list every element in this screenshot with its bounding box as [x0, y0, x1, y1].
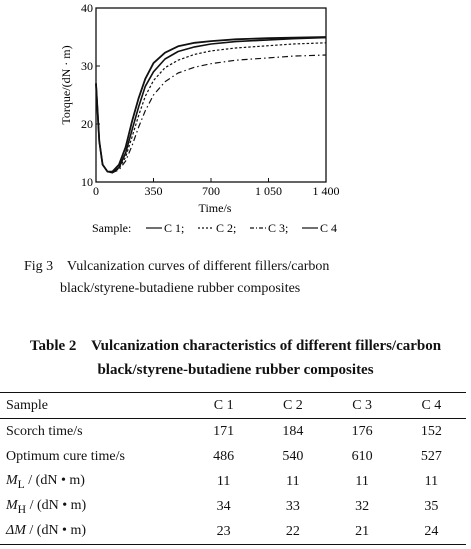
table-cell: 35: [424, 498, 439, 514]
y-tick-label: 20: [81, 117, 93, 131]
y-tick-label: 10: [81, 175, 93, 189]
column-header-sample: Sample: [0, 392, 190, 419]
legend-entry: C 1;: [164, 221, 184, 235]
row-label-unit: / (dN • m): [25, 522, 87, 538]
legend-entry: C 3;: [268, 221, 288, 235]
table-title-line2: black/styrene-butadiene rubber composite…: [97, 362, 374, 378]
row-label-unit: / (dN • m): [26, 497, 87, 513]
column-header-c2: C 2: [258, 392, 328, 419]
y-axis-label: Torque/(dN · m): [59, 45, 73, 124]
table-header-row: Sample C 1 C 2 C 3 C 4: [0, 392, 466, 419]
x-tick-label: 350: [145, 184, 163, 198]
table-cell: 22: [258, 519, 328, 545]
column-header-c3: C 3: [327, 392, 397, 419]
table-cell: 32: [355, 498, 370, 514]
table-cell: 540: [282, 448, 304, 464]
series-line-c4: [95, 36, 327, 173]
table-row: ML / (dN • m) 11 11 11 11: [0, 469, 466, 494]
row-label-unit: / (dN • m): [24, 472, 85, 488]
row-label: Optimum cure time/s: [6, 448, 125, 464]
table-cell: 610: [351, 448, 373, 464]
table-cell: 184: [282, 423, 304, 439]
table-row: MH / (dN • m) 34 33 32 35: [0, 494, 466, 519]
row-label: MH / (dN • m): [0, 494, 189, 519]
legend-label: Sample:: [92, 221, 131, 235]
table-cell: 34: [216, 498, 231, 514]
table-title-line1: Table 2 Vulcanization characteristics of…: [29, 338, 442, 354]
y-tick-label: 40: [81, 1, 93, 15]
table-cell: 24: [396, 519, 466, 545]
row-label-symbol: ΔM: [6, 522, 26, 538]
x-tick-label: 1 400: [313, 184, 340, 198]
x-tick-label: 700: [202, 184, 220, 198]
table-row: Optimum cure time/s 486 540 610 527: [0, 444, 466, 469]
figure-caption: Fig 3 Vulcanization curves of different …: [24, 256, 454, 300]
table-cell: 11: [355, 473, 369, 489]
series-line-c2: [95, 42, 327, 173]
table-cell: 11: [286, 473, 300, 489]
column-header-c1: C 1: [189, 392, 259, 419]
row-label: ΔM / (dN • m): [0, 519, 190, 545]
table-row: Scorch time/s 171 184 176 152: [0, 419, 466, 445]
x-tick-label: 1 050: [255, 184, 282, 198]
series-line-c1: [95, 36, 327, 174]
table-cell: 176: [351, 423, 373, 439]
table-row: ΔM / (dN • m) 23 22 21 24: [0, 519, 466, 545]
figure-caption-line1: Fig 3 Vulcanization curves of different …: [24, 259, 330, 274]
row-label-symbol: M: [6, 497, 18, 513]
figure-caption-line2: black/styrene-butadiene rubber composite…: [60, 281, 301, 296]
vulcanization-table: Sample C 1 C 2 C 3 C 4 Scorch time/s 171…: [0, 392, 466, 545]
table-title: Table 2 Vulcanization characteristics of…: [0, 334, 471, 382]
column-header-c4: C 4: [396, 392, 466, 419]
y-tick-label: 30: [81, 59, 93, 73]
x-axis-label: Time/s: [199, 201, 232, 215]
row-label: Scorch time/s: [6, 423, 83, 439]
legend-entry: C 4: [320, 221, 337, 235]
table-cell: 486: [213, 448, 235, 464]
table-cell: 152: [420, 423, 442, 439]
figure: 0 350 700 1 050 1 400 10 20 30 40 Time/s Torque/(d…: [0, 0, 471, 250]
plot-frame: [95, 7, 327, 183]
series-line-c3: [95, 54, 327, 174]
table-cell: 171: [213, 423, 235, 439]
table-cell: 527: [420, 448, 442, 464]
x-tick-label: 0: [93, 184, 99, 198]
table-cell: 11: [216, 473, 231, 489]
row-label-subscript: H: [17, 502, 27, 516]
vulcanization-chart: 0 350 700 1 050 1 400 10 20 30 40 Time/s Torque/(d…: [59, 1, 340, 235]
table-cell: 23: [189, 519, 259, 545]
legend-entry: C 2;: [216, 221, 236, 235]
table-cell: 11: [424, 473, 439, 489]
table-cell: 33: [285, 498, 300, 514]
row-label-symbol: M: [6, 472, 18, 488]
row-label: ML / (dN • m): [0, 469, 189, 494]
row-label-subscript: L: [17, 477, 25, 491]
table-cell: 21: [327, 519, 397, 545]
